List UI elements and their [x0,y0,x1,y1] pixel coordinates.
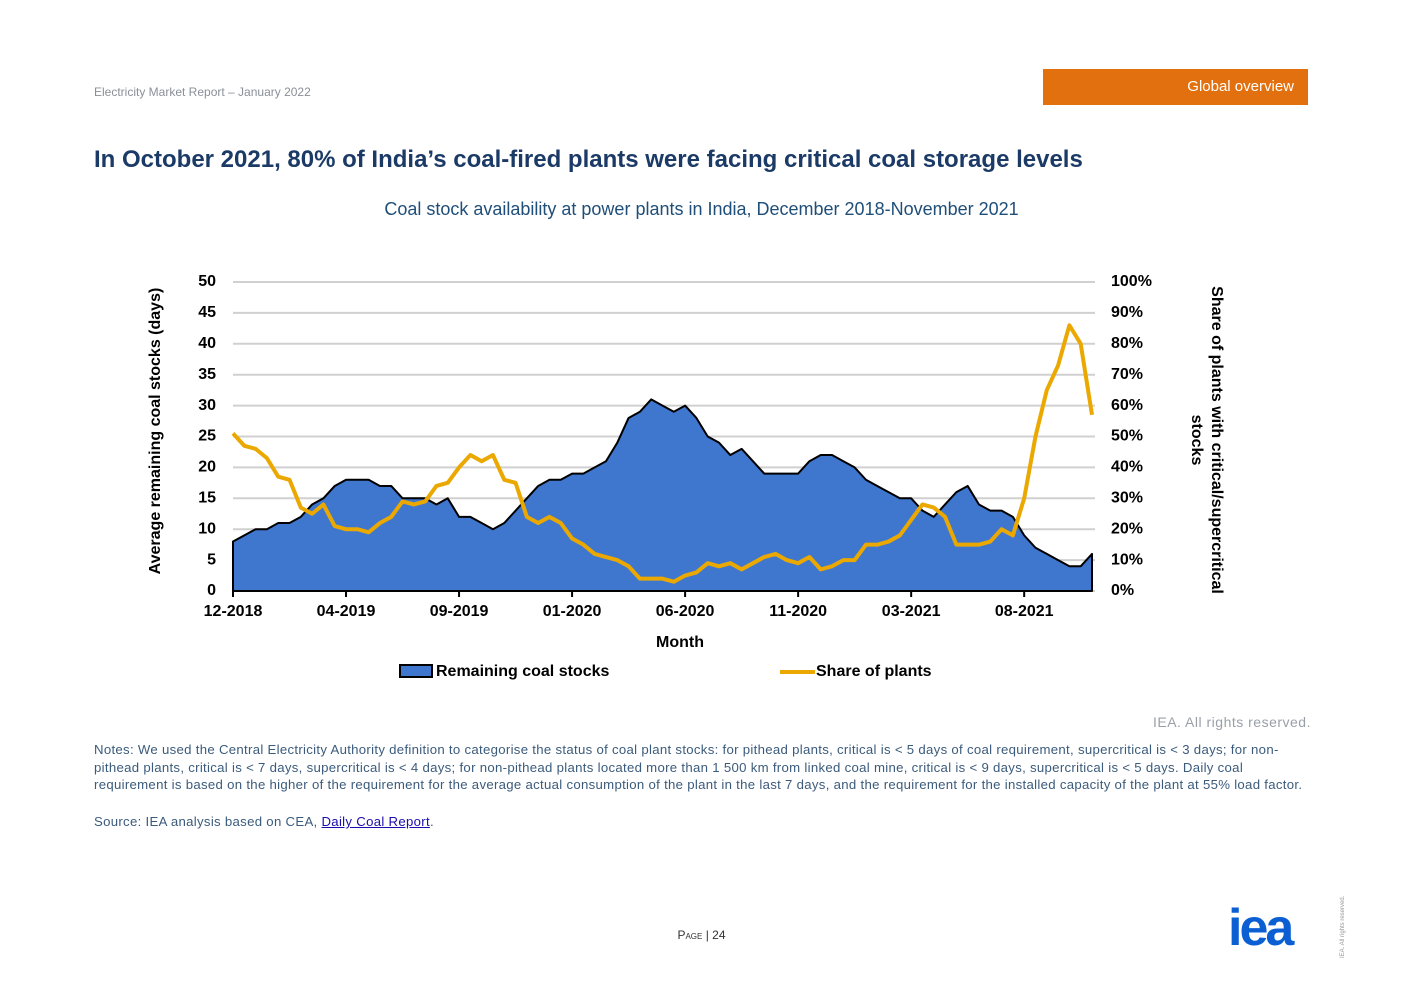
y2-tick-label: 90% [1111,304,1143,321]
page-num: | 24 [705,928,726,942]
page-word: Page [677,928,703,942]
x-tick-label: 08-2021 [995,603,1054,620]
legend-label: Share of plants [816,663,932,680]
x-tick-label: 04-2019 [317,603,376,620]
y-tick-label: 50 [198,273,216,290]
x-tick-label: 03-2021 [882,603,941,620]
source-link[interactable]: Daily Coal Report [321,814,430,829]
x-tick-label: 09-2019 [430,603,489,620]
legend-swatch [399,664,433,678]
y-tick-label: 5 [207,551,216,568]
y2-tick-label: 40% [1111,459,1143,476]
x-tick-label: 11-2020 [769,603,827,620]
x-tick-label: 06-2020 [656,603,715,620]
line [231,323,1094,584]
y2-tick-label: 20% [1111,520,1143,537]
y-tick-label: 20 [198,459,216,476]
y-tick-label: 25 [198,428,216,445]
y-axis-title: Average remaining coal stocks (days) [147,288,164,575]
side-rights: IEA. All rights reserved. [1340,895,1346,958]
y-tick-label: 0 [207,582,216,599]
y-tick-label: 10 [198,520,216,537]
source-end: . [429,814,434,829]
source: Source: IEA analysis based on CEA, Daily… [94,814,434,829]
y2-tick-label: 70% [1111,366,1143,383]
y2-tick-label: 50% [1111,428,1143,445]
section-tag: Global overview [1043,69,1308,105]
y2-tick-label: 80% [1111,335,1143,352]
chart-title: Coal stock availability at power plants … [384,199,1019,219]
notes: Notes: We used the Central Electricity A… [94,742,1303,792]
y-tick-label: 40 [198,335,216,352]
legend-label: Remaining coal stocks [436,663,609,680]
y2-tick-label: 100% [1111,273,1152,290]
y-tick-label: 35 [198,366,216,383]
y-tick-label: 30 [198,397,216,414]
area [232,398,1093,592]
x-tick-label: 12-2018 [204,603,263,620]
section-label: Global overview [1187,78,1294,95]
x-axis-title: Month [656,634,704,651]
page-number: Page | 24 [0,928,1403,942]
y2-axis-title: Share of plants with critical/supercriti… [1208,286,1225,594]
rights: IEA. All rights reserved. [1152,714,1311,730]
y-tick-label: 15 [198,490,216,507]
y2-tick-label: 10% [1111,551,1143,568]
y2-tick-label: 60% [1111,397,1143,414]
y-tick-label: 45 [198,304,216,321]
logo: iea [1228,899,1294,957]
x-tick-label: 01-2020 [543,603,602,620]
source-text: Source: IEA analysis based on CEA, [94,814,322,829]
y2-tick-label: 0% [1111,582,1134,599]
y2-tick-label: 30% [1111,490,1143,507]
report-name: Electricity Market Report – January 2022 [94,85,311,99]
page-title: In October 2021, 80% of India’s coal-fir… [94,146,1083,173]
y2-axis-title: stocks [1188,415,1205,466]
